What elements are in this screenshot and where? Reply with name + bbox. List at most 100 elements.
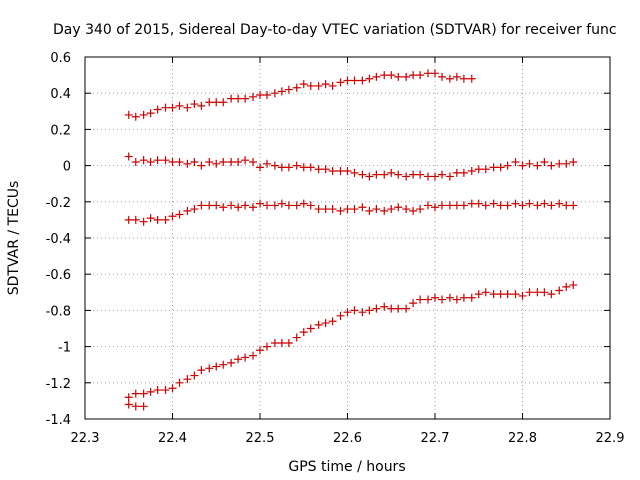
chart-title: Day 340 of 2015, Sidereal Day-to-day VTE… (53, 22, 617, 38)
data-point (277, 199, 286, 208)
data-point (496, 290, 505, 299)
series-series-2 (124, 152, 578, 181)
y-tick-label: 0.2 (50, 123, 71, 138)
data-point (263, 201, 271, 210)
data-point (540, 288, 549, 297)
data-point (533, 288, 542, 297)
data-point (540, 199, 549, 208)
data-point (350, 306, 359, 315)
data-point (321, 205, 330, 214)
data-point (336, 206, 345, 215)
data-point (372, 304, 381, 313)
series-series-4 (124, 281, 578, 402)
data-point (212, 98, 221, 107)
data-point (467, 199, 476, 208)
data-point (124, 110, 133, 119)
data-point (533, 161, 542, 170)
data-point (153, 386, 162, 395)
data-point (372, 170, 381, 179)
data-point (525, 199, 534, 208)
grid-lines (85, 57, 610, 419)
data-point (124, 400, 133, 409)
data-point (424, 172, 432, 181)
data-point (380, 170, 389, 179)
data-point (161, 215, 170, 224)
data-point (336, 311, 345, 320)
axis-ticks (84, 56, 611, 420)
data-point (350, 76, 359, 85)
data-point (394, 304, 403, 313)
data-point (241, 201, 250, 210)
y-tick-label: -1 (58, 341, 71, 356)
data-point (161, 103, 170, 112)
data-point (263, 91, 271, 100)
data-point (394, 72, 403, 81)
data-point (365, 306, 374, 315)
data-point (350, 168, 359, 177)
data-point (131, 389, 140, 398)
data-point (489, 163, 498, 172)
data-point (424, 201, 432, 210)
y-tick-label: -0.6 (46, 268, 71, 283)
data-point (292, 83, 301, 92)
data-point (365, 206, 374, 215)
data-point (227, 201, 236, 210)
data-point (299, 80, 308, 89)
data-point (190, 157, 199, 166)
data-point (292, 201, 301, 210)
data-point (146, 214, 155, 223)
y-tick-label: 0.6 (50, 51, 71, 66)
data-point (175, 101, 184, 110)
data-point (569, 201, 578, 210)
data-point (175, 210, 184, 219)
data-point (227, 157, 236, 166)
series-series-3 (124, 199, 578, 226)
data-point (358, 76, 367, 85)
data-point (562, 201, 571, 210)
data-point (284, 85, 293, 94)
data-point (249, 351, 257, 360)
data-point (474, 199, 483, 208)
data-point (380, 302, 389, 311)
data-point (525, 288, 534, 297)
y-tick-label: -0.8 (46, 304, 71, 319)
data-point (438, 72, 446, 81)
data-point (402, 304, 411, 313)
data-point (525, 159, 534, 168)
data-point (197, 101, 206, 110)
data-point (234, 157, 243, 166)
data-point (328, 317, 337, 326)
y-tick-label: 0.4 (50, 87, 71, 102)
data-point (139, 217, 148, 226)
data-point (496, 201, 505, 210)
data-point (343, 76, 352, 85)
data-point (197, 161, 206, 170)
data-point (263, 342, 271, 351)
data-point (153, 156, 162, 165)
x-tick-label: 22.8 (508, 431, 537, 446)
data-point (190, 100, 199, 109)
data-point (503, 290, 512, 299)
data-point (467, 167, 476, 176)
data-point (503, 161, 512, 170)
data-point (153, 215, 162, 224)
data-point (503, 201, 512, 210)
data-point (168, 103, 177, 112)
data-point (452, 72, 461, 81)
data-point (131, 157, 140, 166)
data-point (445, 172, 454, 181)
data-point (459, 201, 468, 210)
data-point (219, 98, 228, 107)
data-point (416, 71, 425, 80)
data-point (256, 91, 264, 100)
data-point (358, 203, 367, 212)
data-point (190, 371, 199, 380)
data-point (569, 157, 578, 166)
data-point (212, 362, 221, 371)
data-point (131, 112, 140, 121)
data-point (234, 355, 243, 364)
data-point (416, 295, 425, 304)
x-tick-label: 22.4 (158, 431, 187, 446)
data-point (306, 163, 315, 172)
